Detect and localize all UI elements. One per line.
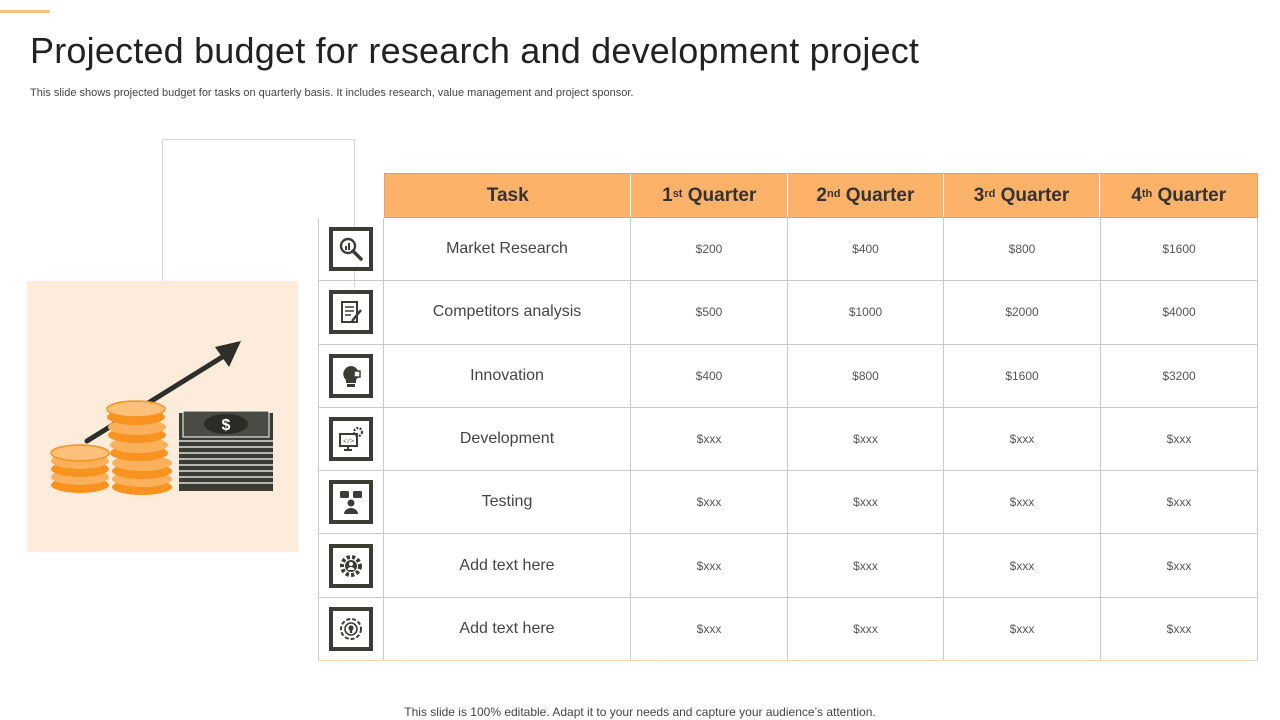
illustration-panel: $ [27,281,298,552]
value-cell-q2: $400 [788,218,944,281]
task-cell: Add text here [384,534,631,597]
task-cell: Competitors analysis [384,281,631,344]
value-cell-q4: $4000 [1101,281,1258,344]
coins-cash-growth-icon: $ [50,341,273,495]
value-cell-q1: $xxx [631,597,788,661]
code-monitor-gear-icon: </> [329,417,373,462]
value-cell-q4: $xxx [1101,407,1258,471]
value-cell-q3: $1600 [944,344,1101,407]
cash-stack: $ [179,410,273,491]
value-cell-q3: $xxx [944,471,1101,534]
value-cell-q3: $800 [944,218,1101,281]
value-cell-q2: $xxx [788,407,944,471]
gear-team-icon [329,543,373,588]
table-body: Market Research $200 $400 $800 $1600 Competit… [318,218,1258,662]
value-cell-q4: $xxx [1101,534,1258,597]
person-chat-icon [329,480,373,525]
table-row: Add text here $xxx $xxx $xxx $xxx [318,534,1258,598]
table-row: Testing $xxx $xxx $xxx $xxx [318,471,1258,535]
row-icon-cell [318,218,384,281]
value-cell-q2: $1000 [788,281,944,344]
row-icon-cell [318,534,384,597]
svg-text:</>: </> [343,438,354,445]
value-cell-q3: $xxx [944,534,1101,597]
table-row: Add text here $xxx $xxx $xxx $xxx [318,597,1258,662]
row-icon-cell [318,597,384,661]
task-cell: Development [384,407,631,471]
value-cell-q2: $xxx [788,534,944,597]
row-icon-cell: </> [318,407,384,471]
table-row: Innovation $400 $800 $1600 $3200 [318,344,1258,408]
document-pen-icon [329,290,373,335]
value-cell-q4: $1600 [1101,218,1258,281]
lightbulb-puzzle-icon [329,353,373,398]
coin-stack-middle [106,400,172,495]
value-cell-q2: $xxx [788,471,944,534]
task-cell: Testing [384,471,631,534]
table-row: </> Development $xxx $xxx $xxx $xxx [318,407,1258,472]
value-cell-q3: $xxx [944,597,1101,661]
page-title: Projected budget for research and develo… [30,30,920,71]
value-cell-q1: $500 [631,281,788,344]
page-subtitle: This slide shows projected budget for ta… [30,87,634,99]
task-cell: Market Research [384,218,631,281]
header-task: Task [385,174,632,217]
value-cell-q1: $400 [631,344,788,407]
row-icon-cell [318,344,384,407]
row-icon-cell [318,281,384,344]
table-row: Competitors analysis $500 $1000 $2000 $4000 [318,281,1258,345]
value-cell-q2: $xxx [788,597,944,661]
value-cell-q1: $200 [631,218,788,281]
task-cell: Innovation [384,344,631,407]
task-cell: Add text here [384,597,631,661]
magnifier-chart-icon [329,227,373,272]
decorative-frame [162,139,355,289]
value-cell-q1: $xxx [631,407,788,471]
value-cell-q1: $xxx [631,534,788,597]
value-cell-q3: $2000 [944,281,1101,344]
svg-text:$: $ [222,417,231,434]
value-cell-q3: $xxx [944,407,1101,471]
accent-line [0,10,50,13]
target-bulb-icon [329,606,373,651]
value-cell-q4: $xxx [1101,597,1258,661]
footer-note: This slide is 100% editable. Adapt it to… [404,705,876,719]
value-cell-q2: $800 [788,344,944,407]
value-cell-q4: $xxx [1101,471,1258,534]
row-icon-cell [318,471,384,534]
value-cell-q1: $xxx [631,471,788,534]
value-cell-q4: $3200 [1101,344,1258,407]
table-row: Market Research $200 $400 $800 $1600 [318,218,1258,282]
coin-stack-left [50,444,110,493]
